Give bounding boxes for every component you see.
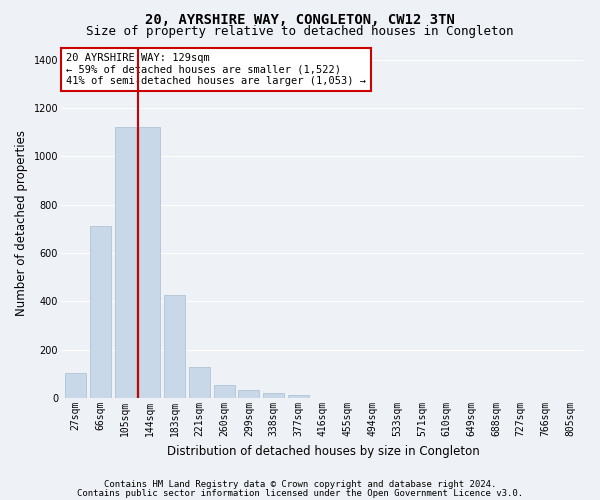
Text: Size of property relative to detached houses in Congleton: Size of property relative to detached ho…: [86, 25, 514, 38]
Text: 20, AYRSHIRE WAY, CONGLETON, CW12 3TN: 20, AYRSHIRE WAY, CONGLETON, CW12 3TN: [145, 12, 455, 26]
Text: 20 AYRSHIRE WAY: 129sqm
← 59% of detached houses are smaller (1,522)
41% of semi: 20 AYRSHIRE WAY: 129sqm ← 59% of detache…: [66, 53, 366, 86]
Text: Contains public sector information licensed under the Open Government Licence v3: Contains public sector information licen…: [77, 489, 523, 498]
Bar: [115, 128, 136, 398]
Bar: [90, 226, 111, 398]
Bar: [263, 394, 284, 398]
Text: Contains HM Land Registry data © Crown copyright and database right 2024.: Contains HM Land Registry data © Crown c…: [104, 480, 496, 489]
X-axis label: Distribution of detached houses by size in Congleton: Distribution of detached houses by size …: [167, 444, 479, 458]
Bar: [238, 390, 259, 398]
Bar: [214, 385, 235, 398]
Y-axis label: Number of detached properties: Number of detached properties: [15, 130, 28, 316]
Bar: [139, 128, 160, 398]
Bar: [189, 366, 210, 398]
Bar: [164, 296, 185, 398]
Bar: [65, 372, 86, 398]
Bar: [288, 394, 309, 398]
